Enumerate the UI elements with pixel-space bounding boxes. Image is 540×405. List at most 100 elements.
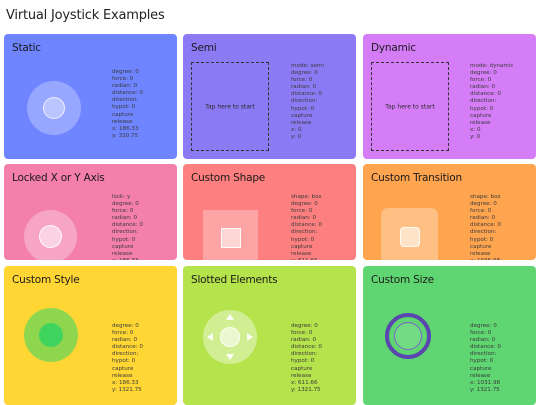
stat-line: capture	[470, 365, 492, 372]
card-title: Slotted Elements	[191, 274, 278, 286]
stat-line: degree: 0	[112, 323, 139, 329]
arrow-right-icon	[247, 333, 253, 341]
tap-zone[interactable]: Tap here to start	[371, 62, 449, 151]
card-custom-size: Custom Size degree: 0 force: 0 radian: 0 di…	[363, 266, 536, 405]
stat-line: force: 0	[112, 208, 134, 215]
stat-line: capture	[470, 243, 492, 250]
joystick-stats: degree: 0 force: 0 radian: 0 distance: 0 dir…	[470, 323, 501, 394]
stat-line: x: 186.33	[112, 379, 139, 386]
stat-line: force: 0	[291, 330, 313, 337]
arrow-up-icon	[226, 314, 234, 320]
stat-line: x: 0	[470, 126, 481, 133]
stat-line: direction:	[291, 98, 318, 105]
stat-line: shape: box	[291, 194, 322, 200]
stat-line: degree: 0	[291, 70, 318, 77]
stat-line: degree: 0	[291, 201, 318, 208]
card-locked-axis: Locked X or Y Axis lock: y degree: 0 force…	[4, 164, 177, 260]
stat-line: degree: 0	[112, 201, 139, 208]
stat-line: direction:	[112, 97, 139, 104]
stat-line: shape: box	[470, 194, 501, 200]
stat-line: degree: 0	[470, 70, 497, 77]
stat-line: distance: 0	[291, 91, 322, 98]
stat-line: y: 0	[291, 133, 302, 140]
stat-line: capture	[112, 365, 134, 372]
stat-line: release	[291, 250, 312, 257]
stat-line: mode: semi	[291, 63, 324, 69]
stat-line: radian: 0	[291, 215, 317, 222]
card-custom-transition: Custom Transition shape: box degree: 0 for…	[363, 164, 536, 260]
card-title: Custom Size	[371, 274, 434, 286]
stat-line: distance: 0	[112, 90, 143, 97]
stat-line: direction:	[470, 98, 497, 105]
stat-line: release	[470, 250, 491, 257]
joystick-knob[interactable]	[39, 323, 63, 347]
stat-line: distance: 0	[112, 344, 143, 351]
stat-line: radian: 0	[470, 84, 496, 91]
stat-line: capture	[112, 111, 134, 118]
stat-line: force: 0	[291, 77, 313, 84]
stat-line: radian: 0	[112, 215, 138, 222]
stat-line: release	[470, 119, 491, 126]
stat-line: degree: 0	[470, 323, 497, 329]
card-title: Semi	[191, 42, 217, 54]
stat-line: lock: y	[112, 194, 131, 200]
stat-line: hypot: 0	[291, 105, 315, 112]
stat-line: radian: 0	[470, 337, 496, 344]
joystick-stats: degree: 0 force: 0 radian: 0 distance: 0 dir…	[112, 69, 143, 140]
stat-line: distance: 0	[291, 344, 322, 351]
stat-line: force: 0	[470, 208, 492, 215]
joystick-knob[interactable]	[400, 227, 420, 247]
stat-line: hypot: 0	[112, 104, 136, 111]
tap-zone-label: Tap here to start	[385, 103, 435, 110]
joystick-base[interactable]	[385, 313, 431, 359]
stat-line: x: 1036.98	[470, 258, 501, 260]
stat-line: hypot: 0	[291, 358, 315, 365]
stat-line: force: 0	[112, 76, 134, 83]
stat-line: distance: 0	[470, 344, 501, 351]
stat-line: release	[291, 372, 312, 379]
joystick-stats: mode: semi degree: 0 force: 0 radian: 0 dist…	[291, 63, 324, 141]
stat-line: x: 611.66	[291, 258, 322, 260]
stat-line: y: 1321.75	[291, 386, 321, 393]
joystick-stats: degree: 0 force: 0 radian: 0 distance: 0 dir…	[112, 323, 143, 394]
stat-line: direction:	[112, 351, 139, 358]
joystick-stats: degree: 0 force: 0 radian: 0 distance: 0 dir…	[291, 323, 322, 394]
stat-line: x: 0	[291, 126, 302, 133]
stat-line: distance: 0	[112, 222, 143, 229]
card-custom-shape: Custom Shape shape: box degree: 0 force: 0…	[183, 164, 356, 260]
stat-line: distance: 0	[470, 91, 501, 98]
stat-line: y: 0	[470, 133, 481, 140]
stat-line: capture	[112, 243, 134, 250]
stat-line: hypot: 0	[112, 236, 136, 243]
stat-line: x: 186.33	[112, 258, 143, 260]
joystick-stats: shape: box degree: 0 force: 0 radian: 0 dist…	[470, 194, 501, 260]
stat-line: distance: 0	[291, 222, 322, 229]
stat-line: hypot: 0	[470, 236, 494, 243]
stat-line: degree: 0	[470, 201, 497, 208]
stat-line: degree: 0	[291, 323, 318, 329]
joystick-stats: shape: box degree: 0 force: 0 radian: 0 dist…	[291, 194, 322, 260]
stat-line: distance: 0	[470, 222, 501, 229]
stat-line: radian: 0	[470, 215, 496, 222]
stat-line: hypot: 0	[291, 236, 315, 243]
stat-line: capture	[291, 112, 313, 119]
tap-zone[interactable]: Tap here to start	[191, 62, 269, 151]
arrow-left-icon	[207, 333, 213, 341]
stat-line: mode: dynamic	[470, 63, 514, 69]
joystick-knob[interactable]	[394, 322, 422, 350]
card-title: Dynamic	[371, 42, 416, 54]
card-static: Static degree: 0 force: 0 radian: 0 distanc…	[4, 34, 177, 159]
card-slotted-elements: Slotted Elements degree: 0 force: 0 radian…	[183, 266, 356, 405]
joystick-knob[interactable]	[39, 225, 62, 248]
stat-line: direction:	[470, 229, 497, 236]
stat-line: direction:	[291, 229, 318, 236]
card-dynamic: Dynamic Tap here to start mode: dynamic d…	[363, 34, 536, 159]
joystick-knob[interactable]	[221, 228, 241, 248]
stat-line: degree: 0	[112, 69, 139, 75]
joystick-knob[interactable]	[43, 97, 65, 119]
joystick-knob[interactable]	[220, 327, 240, 347]
stat-line: radian: 0	[112, 83, 138, 90]
arrow-down-icon	[226, 354, 234, 360]
card-title: Custom Style	[12, 274, 80, 286]
